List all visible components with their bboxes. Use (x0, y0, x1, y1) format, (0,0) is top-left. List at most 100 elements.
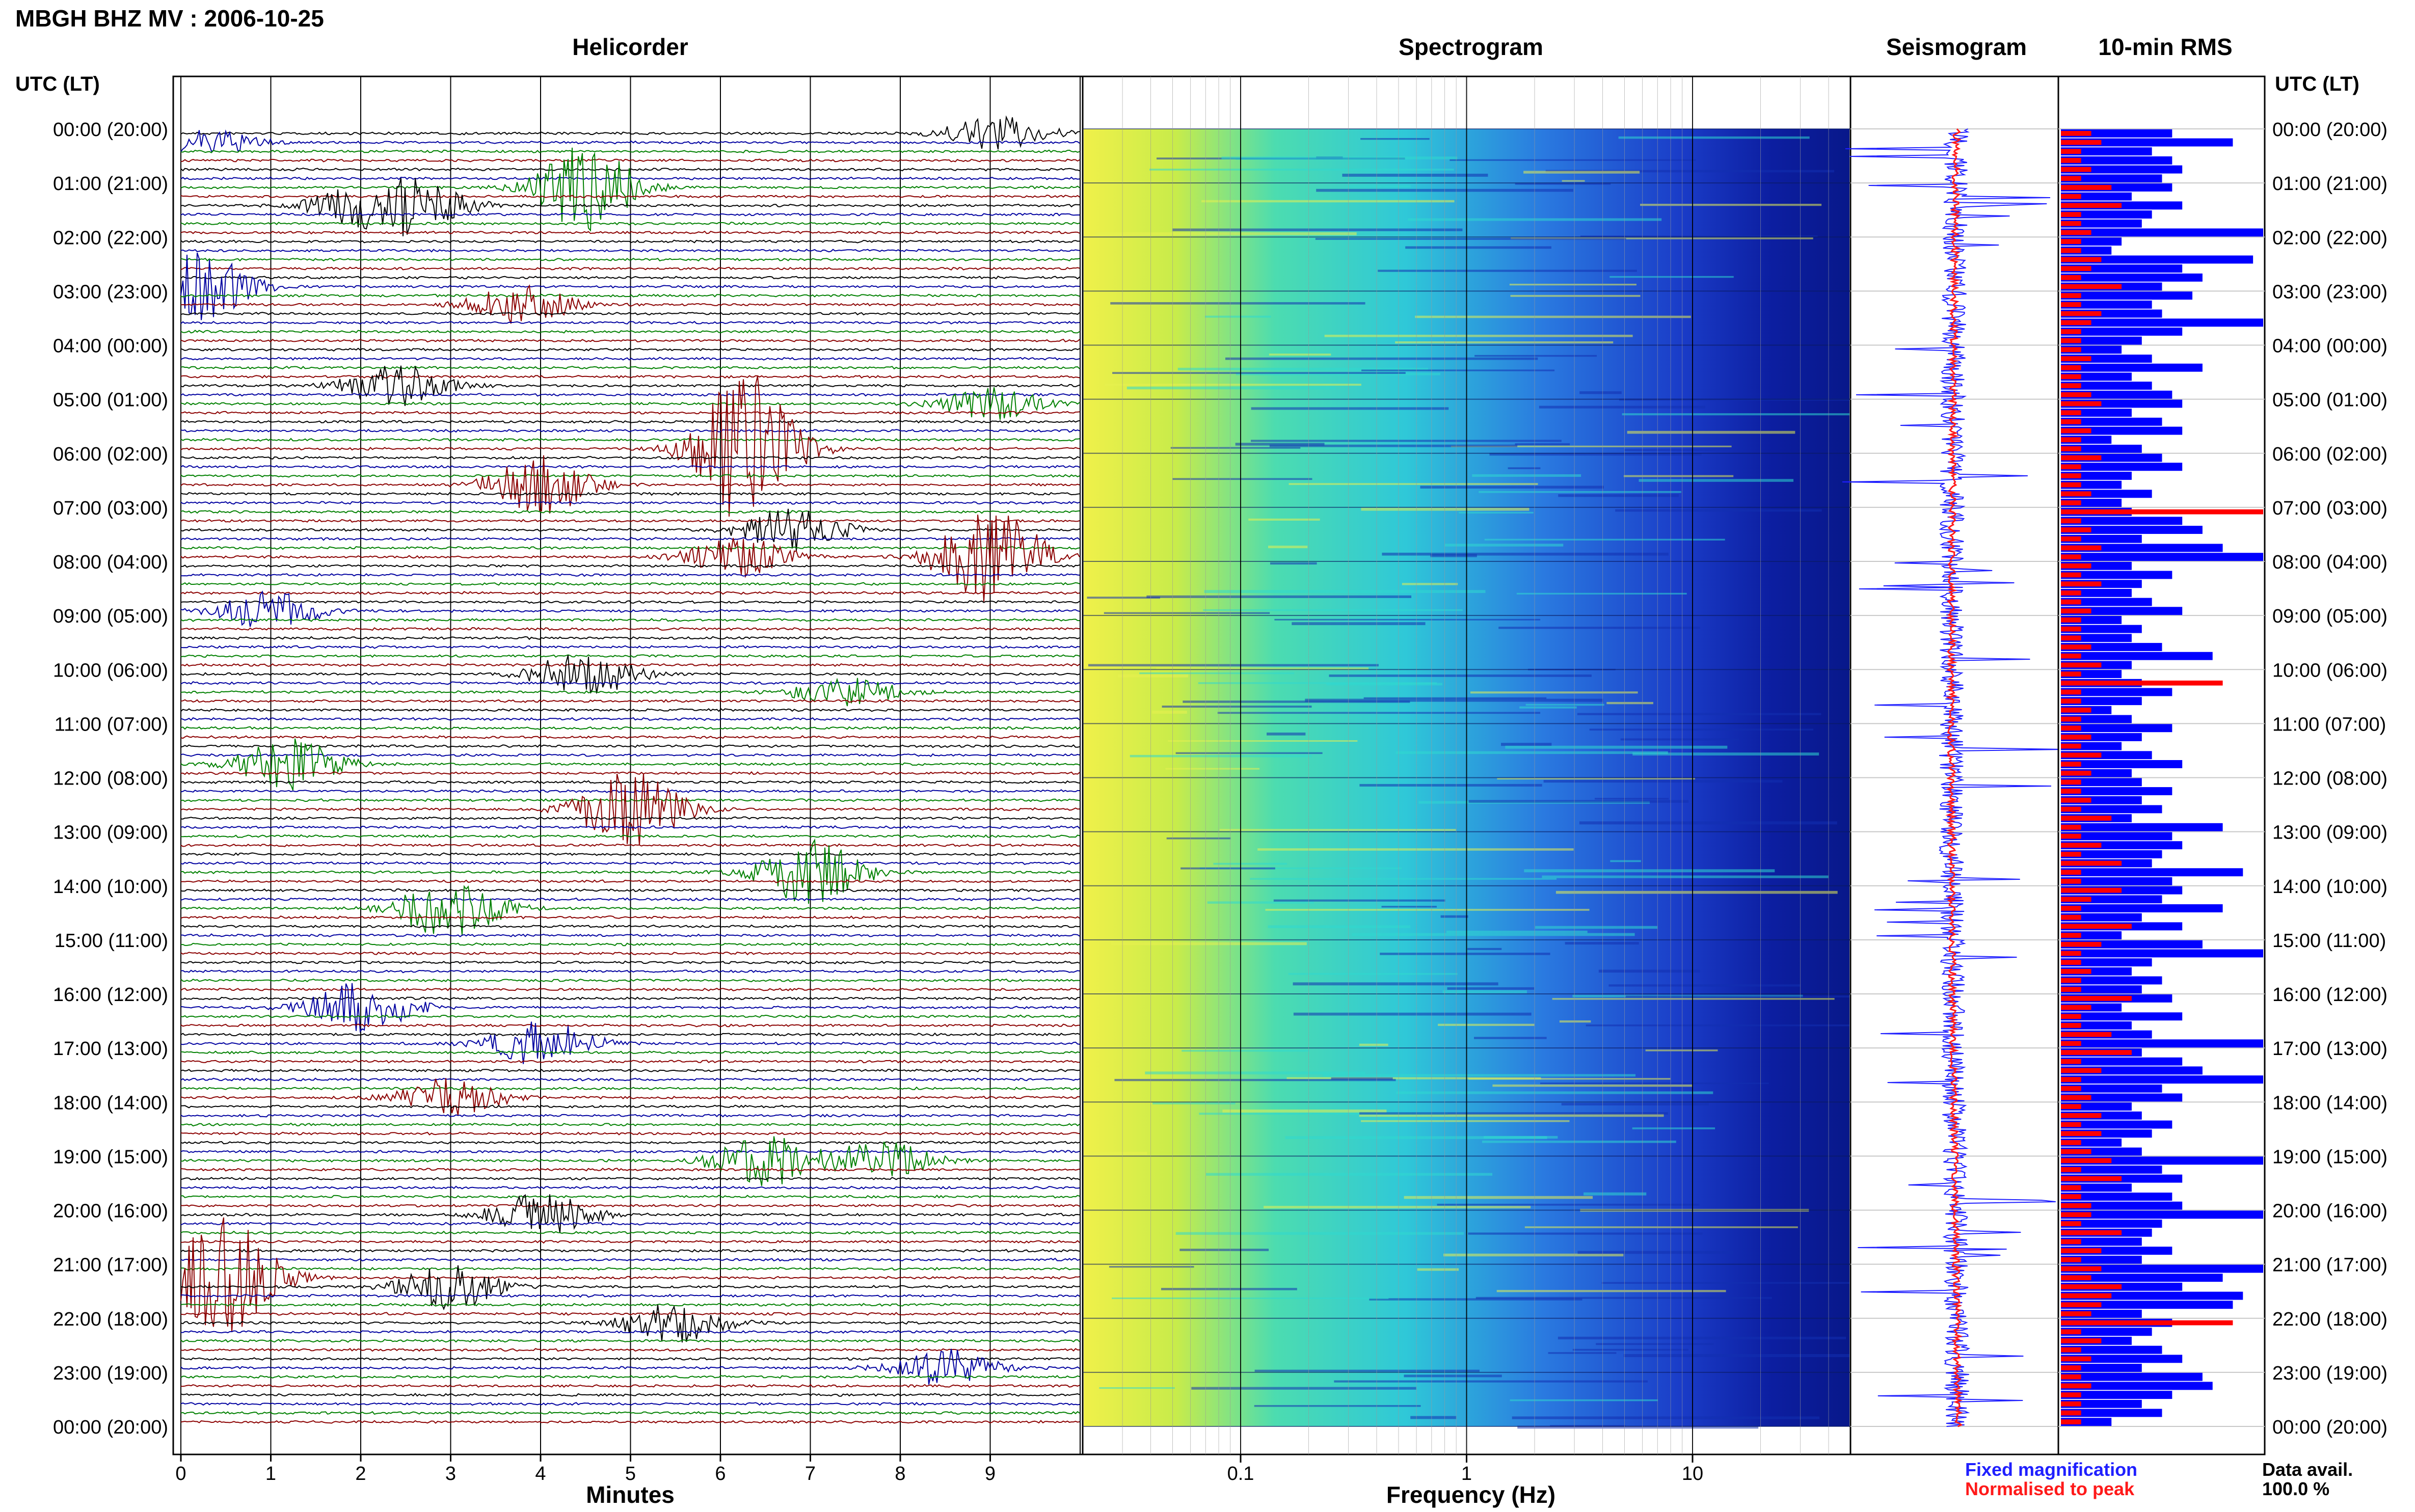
helicorder-trace-row (180, 365, 1080, 370)
spectrogram-streak (1415, 315, 1691, 318)
hour-tick-label-right: 13:00 (09:00) (2272, 822, 2387, 844)
helicorder-trace-row (180, 465, 1080, 469)
spectrogram-streak (1492, 1084, 1693, 1087)
rms-normalised-bar (2061, 870, 2081, 875)
rms-normalised-bar (2061, 140, 2102, 145)
helicorder-trace-row (180, 129, 1080, 152)
spectrogram-streak (1111, 942, 1307, 946)
rms-fixed-bar (2061, 417, 2162, 426)
spectrogram-streak (1608, 984, 1801, 987)
spectrogram-streak (1305, 698, 1603, 702)
rms-normalised-bar (2061, 1401, 2081, 1407)
helicorder-trace-row (180, 951, 1080, 956)
hour-tick-label-left: 03:00 (23:00) (53, 281, 168, 303)
helicorder-trace-row (180, 375, 1080, 517)
hour-tick-label-left: 00:00 (20:00) (53, 119, 168, 141)
rms-normalised-bar (2061, 212, 2081, 217)
rms-normalised-bar (2061, 1302, 2102, 1308)
helicorder-trace-row (180, 347, 1080, 352)
rms-normalised-bar (2061, 608, 2091, 614)
rms-normalised-bar (2061, 572, 2081, 578)
rms-normalised-bar (2061, 1275, 2091, 1281)
spectrogram-streak (1112, 1297, 1389, 1300)
spectrogram-streak (1472, 474, 1581, 477)
hour-tick-label-left: 11:00 (07:00) (55, 714, 168, 735)
hour-tick-label-left: 16:00 (12:00) (53, 984, 168, 1006)
hour-tick-label-left: 14:00 (10:00) (53, 876, 168, 898)
helicorder-trace-row (180, 1339, 1080, 1343)
spectrogram-streak (1515, 443, 1570, 446)
spectrogram-streak (1467, 948, 1502, 950)
helicorder-trace-row (180, 1293, 1080, 1298)
helicorder-trace-row (180, 987, 1080, 991)
helicorder-trace-row (180, 771, 1080, 775)
spectrogram-streak (1206, 1173, 1493, 1176)
spectrogram-streak (1405, 246, 1551, 249)
helicorder-trace-row (180, 663, 1080, 667)
spectrogram-streak (1288, 973, 1458, 975)
helicorder-trace-row (181, 1330, 1080, 1334)
hour-tick-label-left: 05:00 (01:00) (53, 390, 168, 411)
helicorder-trace-row (180, 582, 1080, 586)
spectrogram-streak (1203, 609, 1463, 611)
spectrogram-streak (1104, 384, 1361, 386)
spectrogram-streak (1182, 1049, 1310, 1052)
helicorder-trace-row (180, 645, 1080, 649)
spectrogram-streak (1444, 544, 1564, 547)
spectrogram-streak (1524, 869, 1775, 873)
spectrogram-streak (1438, 1023, 1535, 1026)
hour-tick-label-right: 15:00 (11:00) (2272, 930, 2386, 952)
rms-normalised-bar (2061, 329, 2081, 334)
rms-normalised-bar (2061, 879, 2081, 884)
helicorder-trace-row (180, 1375, 1080, 1379)
spectrogram-streak (1269, 444, 1518, 447)
rms-normalised-bar (2061, 707, 2091, 713)
spectrogram-streak (1404, 1196, 1593, 1199)
spectrogram-streak (1221, 156, 1458, 159)
spectrogram-streak (1610, 860, 1641, 862)
rms-normalised-bar (2061, 779, 2081, 785)
rms-fixed-bar (2061, 318, 2263, 327)
helicorder-trace-row (180, 1230, 1080, 1235)
spectrogram-streak (1437, 1203, 1700, 1206)
spectrogram-streak (1475, 1297, 1772, 1299)
spectrogram-streak (1378, 269, 1637, 272)
helicorder-trace-row (180, 1304, 1080, 1343)
rms-fixed-bar (2061, 382, 2152, 390)
spectrogram-streak (1627, 430, 1795, 434)
helicorder-trace-row (180, 773, 1080, 846)
rms-normalised-bar (2061, 1374, 2081, 1380)
helicorder-trace-row (180, 717, 1080, 721)
rms-fixed-bar (2061, 877, 2172, 885)
spectrogram-streak (1268, 925, 1410, 928)
helicorder-trace-row (180, 1114, 1080, 1118)
helicorder-trace-row (180, 393, 1080, 397)
rms-normalised-bar (2061, 725, 2081, 731)
spectrogram-streak (1217, 712, 1541, 714)
rms-normalised-bar (2061, 167, 2091, 172)
rms-normalised-bar (2061, 599, 2081, 605)
station-title: MBGH BHZ MV : 2006-10-25 (15, 5, 324, 32)
spectrogram-streak (1289, 483, 1538, 485)
helicorder-trace-row (180, 789, 1080, 793)
rms-normalised-bar (2061, 843, 2102, 848)
rms-normalised-bar (2061, 1248, 2102, 1253)
helicorder-trace-row (180, 330, 1080, 334)
rms-fixed-bar (2061, 868, 2243, 877)
spectrogram-streak (1254, 1369, 1480, 1372)
spectrogram-streak (1484, 538, 1725, 541)
spectrogram-streak (1535, 926, 1657, 929)
rms-fixed-bar (2061, 1039, 2263, 1048)
rms-normalised-bar (2061, 239, 2081, 244)
helicorder-trace-row (180, 212, 1080, 217)
spectrogram-streak (1622, 413, 1849, 416)
rms-normalised-bar (2061, 464, 2081, 470)
rms-fixed-bar (2061, 787, 2172, 795)
spectrogram-streak (1468, 1232, 1703, 1235)
spectrogram-streak (1139, 672, 1295, 674)
spectrogram-streak (1620, 738, 1739, 741)
spectrogram-streak (1183, 700, 1410, 703)
rms-fixed-bar (2061, 832, 2172, 841)
rms-normalised-bar (2061, 320, 2091, 326)
helicorder-trace-row (180, 1077, 1080, 1082)
